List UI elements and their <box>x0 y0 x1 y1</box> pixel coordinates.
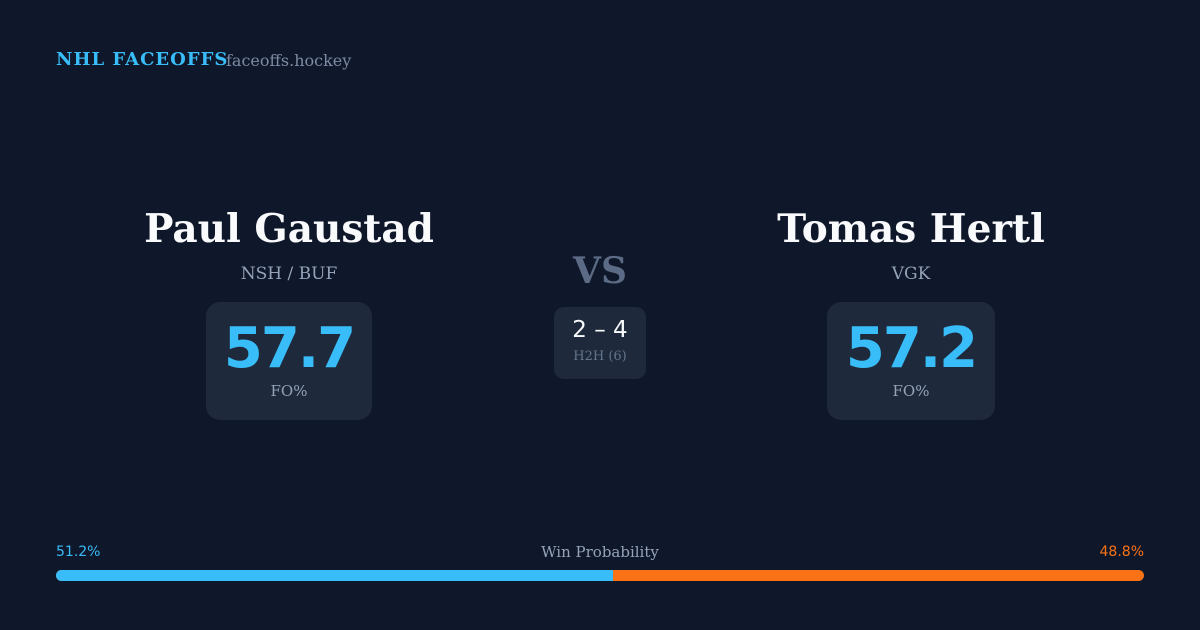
vs-label: VS <box>573 250 627 292</box>
left-fo-card: 57.7 FO% <box>206 302 372 420</box>
left-win-pct: 51.2% <box>56 544 101 560</box>
h2h-card: 2 – 4 H2H (6) <box>554 307 646 379</box>
site-domain: faceoffs.hockey <box>226 51 352 70</box>
right-player-team: VGK <box>891 264 931 284</box>
left-fo-pct: 57.7 <box>223 316 356 381</box>
left-player-team: NSH / BUF <box>240 264 338 284</box>
left-player-name: Paul Gaustad <box>144 206 434 252</box>
win-probability-left-fill <box>56 570 614 581</box>
win-probability-label: Win Probability <box>541 543 659 561</box>
h2h-score: 2 – 4 <box>572 317 628 343</box>
right-fo-pct: 57.2 <box>845 316 978 381</box>
right-fo-card: 57.2 FO% <box>827 302 995 420</box>
right-player-name: Tomas Hertl <box>777 206 1045 252</box>
left-fo-label: FO% <box>270 382 308 400</box>
brand-title: NHL FACEOFFS <box>56 49 229 70</box>
win-probability-bar <box>56 570 1144 581</box>
right-fo-label: FO% <box>892 382 930 400</box>
right-win-pct: 48.8% <box>1099 544 1144 560</box>
h2h-label: H2H (6) <box>573 349 627 364</box>
